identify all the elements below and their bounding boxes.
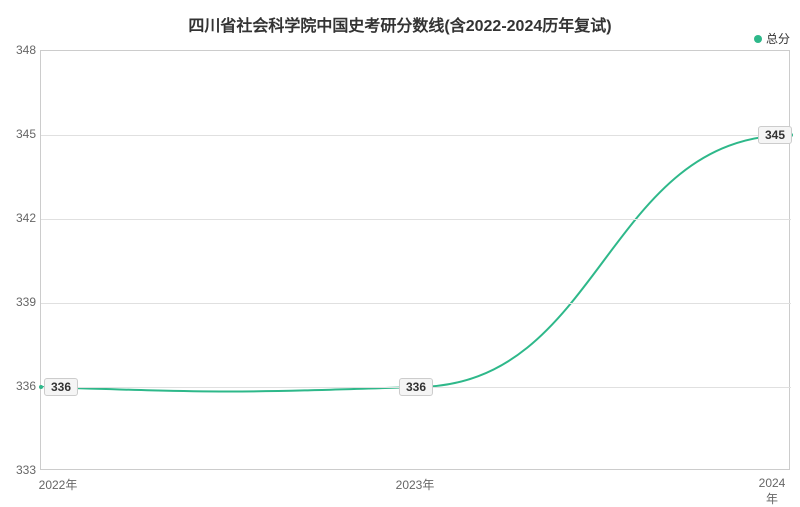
data-label: 336 — [399, 378, 433, 396]
legend-label: 总分 — [766, 30, 790, 47]
gridline — [41, 135, 791, 136]
x-tick-label: 2024年 — [758, 476, 786, 507]
y-tick-label: 348 — [6, 43, 36, 57]
x-tick-label: 2023年 — [396, 476, 435, 493]
y-tick-label: 342 — [6, 211, 36, 225]
data-point — [39, 385, 43, 389]
data-label: 345 — [758, 126, 792, 144]
y-tick-label: 345 — [6, 127, 36, 141]
legend-dot-icon — [754, 35, 762, 43]
legend: 总分 — [754, 30, 790, 47]
chart-root: 四川省社会科学院中国史考研分数线(含2022-2024历年复试) 总分 3363… — [0, 0, 800, 500]
y-tick-label: 336 — [6, 379, 36, 393]
line-path-svg — [41, 51, 791, 471]
data-label: 336 — [44, 378, 78, 396]
series-line — [41, 135, 791, 392]
y-tick-label: 333 — [6, 463, 36, 477]
gridline — [41, 219, 791, 220]
gridline — [41, 303, 791, 304]
x-tick-label: 2022年 — [39, 476, 78, 493]
y-tick-label: 339 — [6, 295, 36, 309]
plot-area: 336 336 345 — [40, 50, 790, 470]
chart-title: 四川省社会科学院中国史考研分数线(含2022-2024历年复试) — [0, 12, 800, 36]
